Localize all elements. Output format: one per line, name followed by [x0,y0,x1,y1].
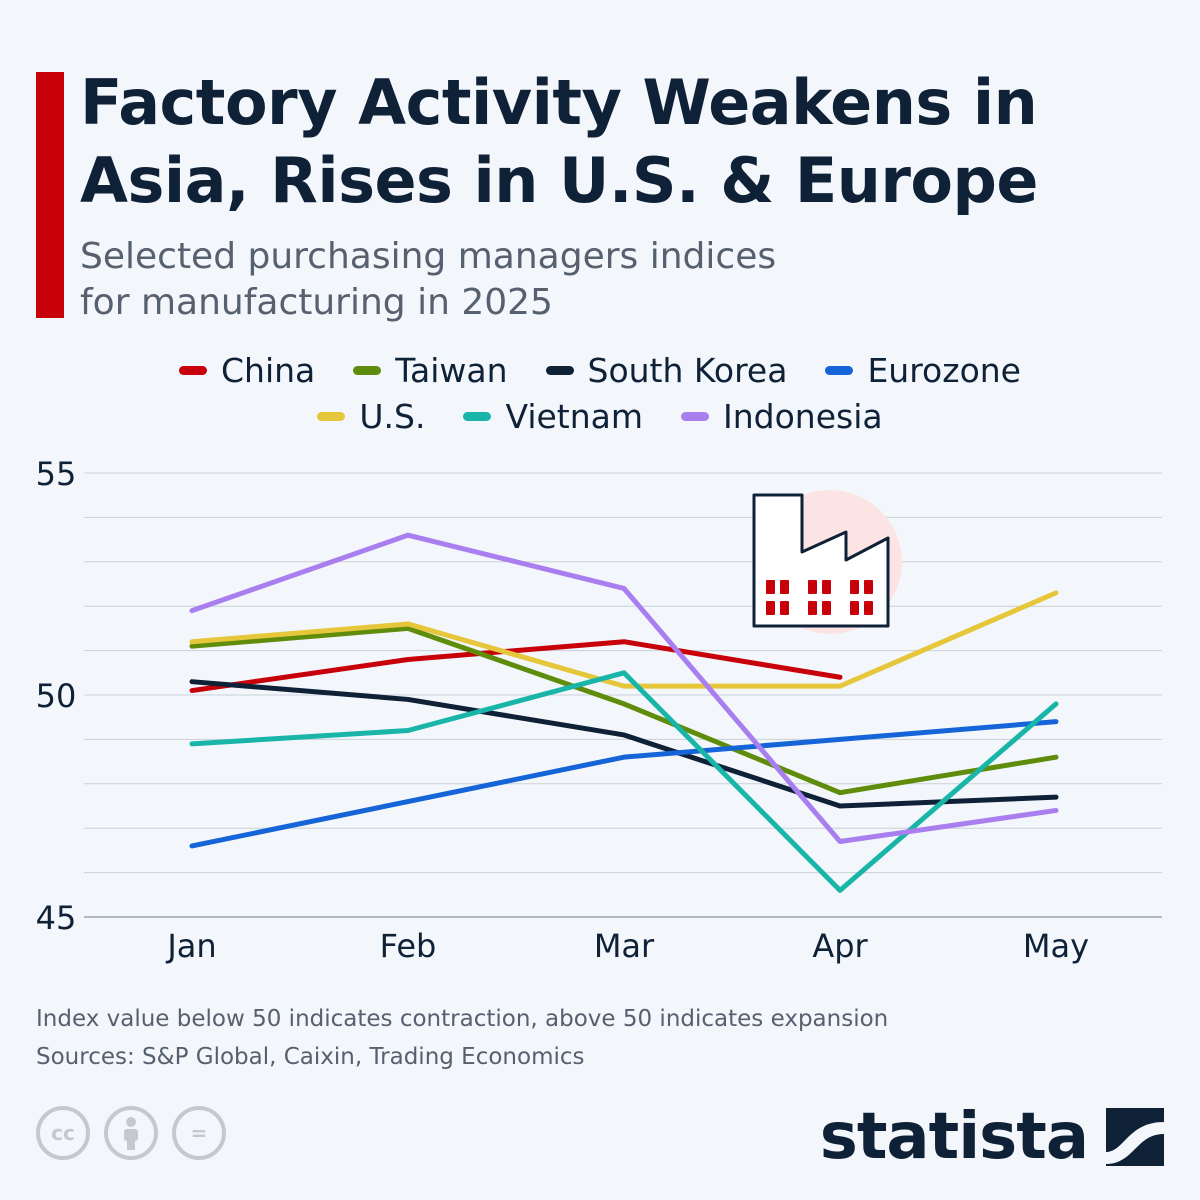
legend-row-1: China Taiwan South Korea Eurozone [179,348,1021,392]
attribution-icon[interactable] [104,1106,158,1160]
series-line-u-s [189,590,1059,689]
x-tick-label: Apr [812,927,868,965]
statista-logo[interactable]: statista [820,1100,1164,1174]
series-line-eurozone [189,719,1059,849]
legend-item-taiwan: Taiwan [353,350,508,390]
legend-swatch [681,411,710,421]
subtitle-line-1: Selected purchasing managers indices [80,236,777,277]
legend-item-vietnam: Vietnam [463,397,643,436]
series-line-south-korea [189,679,1059,809]
gridlines [84,472,1162,918]
legend-swatch [179,365,208,375]
footnote-sources: Sources: S&P Global, Caixin, Trading Eco… [36,1044,585,1070]
logo-text: statista [819,1100,1089,1174]
legend-label: U.S. [359,396,426,436]
attribution-figure [124,1117,138,1150]
y-tick-label: 45 [36,899,77,937]
legend-row-2: U.S. Vietnam Indonesia [317,394,883,438]
legend-label: China [221,350,316,390]
legend-swatch [317,411,346,421]
legend-item-u-s: U.S. [317,397,425,436]
series-line-indonesia [189,532,1059,845]
legend-label: Vietnam [505,396,644,436]
y-tick-label: 50 [36,677,77,715]
x-tick-label: May [1023,927,1089,965]
y-tick-label: 55 [36,455,77,493]
series-line-vietnam [189,670,1059,893]
series-line-taiwan [189,625,1059,796]
factory-icon-windows [766,580,873,615]
legend-swatch [825,365,854,375]
legend-swatch [463,411,492,421]
series-line-china [189,639,843,694]
cc-icon[interactable]: cc [36,1106,90,1160]
footnote: Index value below 50 indicates contracti… [36,1000,888,1076]
legend: China Taiwan South Korea Eurozone U.S. Vietn… [0,348,1200,438]
legend-swatch [353,365,382,375]
legend-item-indonesia: Indonesia [681,397,883,436]
legend-item-eurozone: Eurozone [825,351,1021,390]
series-lines [189,532,1059,893]
x-axis-ticks: Jan Feb Mar Apr May [165,927,1089,965]
x-tick-label: Mar [594,927,655,965]
legend-item-south-korea: South Korea [545,350,788,390]
license-icons: cc = [36,1106,226,1160]
legend-label: Taiwan [395,350,508,390]
statista-logo-icon [1106,1108,1164,1166]
legend-item-china: China [179,351,315,390]
x-tick-label: Feb [380,927,437,965]
legend-label: Indonesia [723,396,883,436]
line-chart: 45 50 55 Jan Feb Mar Apr May [36,455,1162,965]
legend-swatch [545,365,574,375]
chart-title: Factory Activity Weakens in Asia, Rises … [80,66,1038,217]
subtitle-line-2: for manufacturing in 2025 [80,282,553,323]
y-axis-ticks: 45 50 55 [36,455,77,937]
legend-label: Eurozone [867,350,1021,390]
legend-label: South Korea [587,350,788,390]
title-accent-bar [36,72,64,318]
factory-icon [752,490,902,634]
footnote-note: Index value below 50 indicates contracti… [36,1006,889,1032]
x-tick-label: Jan [165,927,216,965]
chart-subtitle: Selected purchasing managers indices for… [80,234,980,326]
no-derivatives-icon[interactable]: = [172,1106,226,1160]
